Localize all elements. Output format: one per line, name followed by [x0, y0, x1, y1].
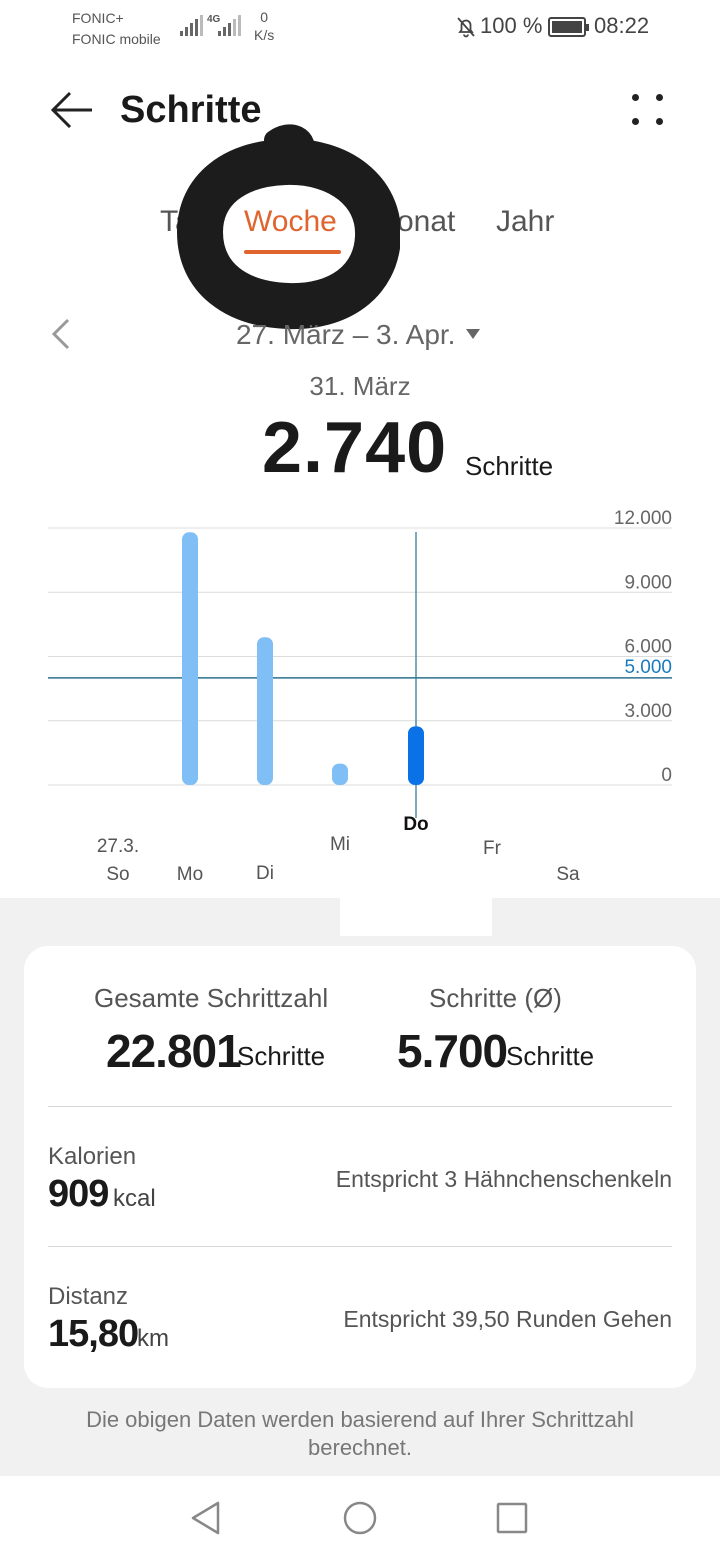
speed-unit: K/s: [254, 27, 275, 43]
total-steps-label: Gesamte Schrittzahl: [94, 983, 329, 1013]
y-tick-label: 6.000: [624, 637, 672, 658]
page-title: Schritte: [120, 89, 262, 131]
calories-label: Kalorien: [48, 1143, 137, 1170]
x-tick-label: So: [106, 864, 129, 885]
selected-day-steps: 2.740: [262, 408, 448, 488]
battery-percent: 100 %: [480, 13, 543, 38]
calculation-footnote: Die obigen Daten werden basierend auf Ih…: [86, 1407, 634, 1460]
y-tick-label: 12.000: [614, 508, 672, 529]
carrier-line-1: FONIC+: [72, 10, 124, 26]
avg-steps-label: Schritte (Ø): [429, 983, 562, 1013]
x-tick-label: Mi: [330, 834, 350, 855]
calories-value: 909: [48, 1173, 109, 1215]
signal-icon: [180, 14, 203, 36]
status-bar: FONIC+ FONIC mobile 4G 0 K/s 100 % 08:22: [0, 0, 720, 56]
network-type: 4G: [207, 14, 221, 25]
system-nav-bar: [0, 1476, 720, 1560]
back-arrow-icon[interactable]: [48, 88, 96, 132]
bar-mo[interactable]: [182, 532, 198, 785]
x-tick-label: Fr: [483, 838, 502, 859]
avg-steps-unit: Schritte: [506, 1041, 595, 1071]
signal-icon-2: [218, 14, 241, 36]
network-speed: 0 K/s: [254, 8, 274, 44]
avg-steps-value: 5.700: [397, 1025, 508, 1077]
divider: [48, 1106, 672, 1107]
x-tick-label: Do: [403, 814, 428, 835]
nav-recents-square-icon[interactable]: [492, 1498, 532, 1538]
tab-jahr[interactable]: Jahr: [496, 205, 555, 238]
tab-woche[interactable]: Woche: [244, 205, 337, 238]
previous-week-chevron-icon[interactable]: [46, 314, 78, 354]
carrier-name: FONIC+ FONIC mobile: [72, 8, 161, 50]
nav-back-triangle-icon[interactable]: [186, 1498, 226, 1538]
bar-do[interactable]: [408, 726, 424, 785]
goal-label: 5.000: [624, 657, 672, 678]
active-tab-indicator: [244, 250, 341, 254]
more-options-icon[interactable]: [624, 88, 672, 132]
y-tick-label: 0: [661, 765, 672, 786]
selected-day-date: 31. März: [309, 371, 411, 401]
distance-unit: km: [137, 1325, 169, 1352]
dropdown-caret-icon[interactable]: [464, 328, 482, 340]
tab-tag[interactable]: Tag: [160, 205, 209, 238]
distance-equivalent: Entspricht 39,50 Runden Gehen: [343, 1306, 672, 1332]
week-start-date-label: 27.3.: [97, 836, 139, 857]
distance-value: 15,80: [48, 1313, 139, 1355]
period-tabs: Tag Woche Monat Jahr: [0, 200, 720, 260]
distance-label: Distanz: [48, 1283, 129, 1310]
battery-icon: [548, 17, 589, 37]
chart-scrubber-handle[interactable]: [395, 878, 437, 920]
clock: 08:22: [594, 13, 650, 38]
mute-bell-icon: [457, 17, 475, 38]
y-tick-label: 9.000: [624, 572, 672, 593]
divider: [48, 1246, 672, 1247]
weekly-steps-chart[interactable]: 0 3.000 6.000 9.000 12.000 5.000 So Mo Di Mi Do Fr S…: [0, 500, 720, 900]
total-steps-unit: Schritte: [237, 1041, 326, 1071]
bar-di[interactable]: [257, 637, 273, 785]
nav-home-circle-icon[interactable]: [340, 1498, 380, 1538]
date-range-label[interactable]: 27. März – 3. Apr.: [236, 319, 456, 350]
calories-unit: kcal: [113, 1185, 156, 1212]
carrier-line-2: FONIC mobile: [72, 31, 161, 47]
x-tick-label: Mo: [177, 864, 203, 885]
summary-card: Gesamte Schrittzahl 22.801 Schritte Schr…: [24, 946, 696, 1388]
x-tick-label: Sa: [556, 864, 580, 885]
calories-equivalent: Entspricht 3 Hähnchenschenkeln: [335, 1166, 672, 1192]
total-steps-value: 22.801: [106, 1025, 242, 1077]
tab-monat[interactable]: Monat: [372, 205, 456, 238]
bar-mi[interactable]: [332, 763, 348, 785]
speed-value: 0: [260, 9, 269, 25]
y-tick-label: 3.000: [624, 701, 672, 722]
selected-day-unit: Schritte: [465, 451, 554, 481]
x-tick-label: Di: [256, 863, 274, 884]
